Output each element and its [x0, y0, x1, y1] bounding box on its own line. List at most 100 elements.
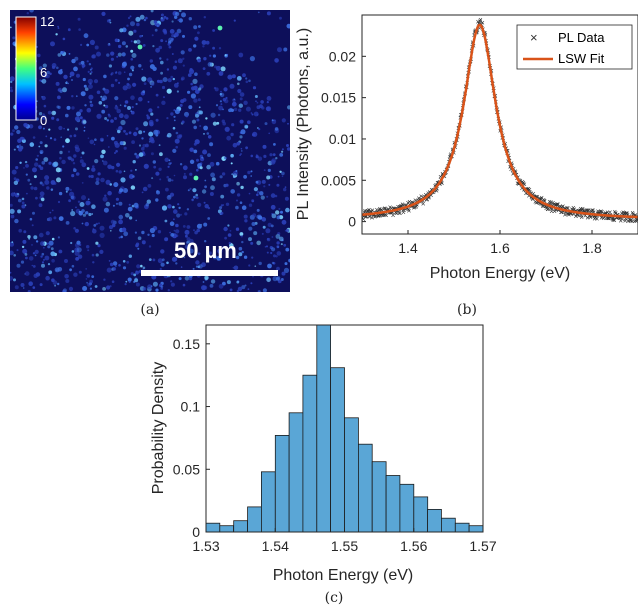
- pl-spot: [71, 95, 74, 98]
- pl-spot: [220, 211, 224, 215]
- pl-data-point: ×: [398, 202, 403, 211]
- pl-spot: [212, 121, 217, 126]
- pl-spot: [239, 232, 244, 236]
- pl-spot: [29, 10, 34, 13]
- pl-data-point: ×: [410, 202, 415, 211]
- pl-spot: [109, 21, 112, 24]
- pl-spot: [25, 173, 28, 176]
- pl-spot: [143, 82, 147, 85]
- pl-spot: [129, 15, 132, 18]
- pl-spot: [70, 195, 76, 201]
- histogram-bar: [371, 461, 387, 533]
- pl-spot: [133, 29, 137, 33]
- pl-spot: [116, 162, 121, 167]
- pl-spot: [68, 199, 71, 203]
- pl-data-point: ×: [406, 205, 411, 214]
- pl-data-point: ×: [621, 208, 626, 217]
- pl-data-point: ×: [411, 203, 416, 212]
- pl-spot: [167, 165, 170, 168]
- pl-spot: [135, 243, 139, 248]
- pl-spot: [150, 112, 154, 116]
- pl-spot: [233, 107, 238, 112]
- pl-spot: [283, 243, 287, 247]
- pl-spot: [106, 119, 110, 122]
- pl-spot: [263, 154, 267, 158]
- pl-spot: [65, 138, 70, 144]
- pl-spot: [22, 287, 25, 289]
- pl-spot: [10, 250, 14, 256]
- pl-data-point: ×: [426, 189, 431, 198]
- pl-spot: [159, 152, 163, 157]
- pl-spot: [96, 90, 101, 95]
- pl-spot: [35, 240, 39, 243]
- pl-data-point: ×: [515, 179, 520, 188]
- pl-spot: [250, 112, 253, 114]
- pl-spot: [67, 156, 71, 160]
- pl-spot: [174, 15, 178, 19]
- pl-spot: [16, 192, 20, 196]
- pl-spot: [247, 120, 251, 124]
- pl-spot: [115, 150, 118, 153]
- pl-spot: [218, 71, 224, 76]
- pl-spot: [85, 211, 89, 215]
- pl-spot: [104, 194, 107, 197]
- pl-spot: [155, 47, 161, 53]
- pl-spot: [160, 285, 164, 288]
- pl-spot: [239, 97, 243, 101]
- pl-data-point: ×: [413, 196, 418, 205]
- pl-spot: [202, 67, 206, 70]
- pl-spot: [131, 140, 136, 145]
- x-tick-label-c: 1.54: [262, 538, 289, 554]
- pl-spot: [259, 191, 264, 196]
- pl-spot: [215, 161, 220, 166]
- pl-spot: [111, 280, 115, 284]
- pl-data-point: ×: [526, 184, 531, 193]
- pl-spot: [103, 74, 107, 79]
- pl-spot: [47, 263, 51, 266]
- pl-spot: [136, 264, 141, 269]
- pl-spot: [117, 71, 122, 75]
- pl-spot: [136, 39, 141, 44]
- pl-spot: [134, 152, 137, 156]
- pl-spot: [249, 56, 255, 62]
- pl-spot: [36, 100, 38, 102]
- pl-spot: [279, 236, 284, 242]
- pl-spot: [10, 241, 15, 247]
- pl-spot: [74, 146, 77, 149]
- pl-spot: [87, 249, 90, 252]
- pl-spot: [110, 73, 113, 76]
- pl-data-point: ×: [505, 147, 510, 156]
- pl-spot: [83, 126, 86, 129]
- pl-data-point: ×: [528, 188, 533, 197]
- pl-spot: [109, 285, 112, 288]
- pl-spot: [64, 274, 69, 279]
- x-tick-label-b: 1.8: [582, 240, 602, 256]
- pl-spot: [131, 110, 135, 115]
- pl-spot: [267, 168, 271, 172]
- pl-spot: [128, 203, 131, 206]
- pl-spot: [160, 262, 165, 267]
- pl-spot: [128, 30, 134, 36]
- pl-spot: [104, 88, 110, 94]
- pl-spot: [245, 146, 249, 150]
- pl-data-point: ×: [555, 201, 560, 210]
- pl-spot: [193, 142, 197, 146]
- pl-data-point: ×: [391, 211, 396, 220]
- pl-data-point: ×: [569, 209, 574, 218]
- pl-spot: [183, 175, 187, 180]
- pl-data-point: ×: [392, 205, 397, 214]
- pl-spot: [94, 45, 99, 50]
- pl-spot: [105, 179, 111, 185]
- pl-spot: [216, 121, 220, 125]
- pl-spot: [182, 64, 185, 67]
- pl-spot: [139, 14, 145, 20]
- pl-spot: [75, 127, 78, 131]
- pl-spot: [279, 170, 282, 173]
- pl-spot: [193, 149, 198, 154]
- pl-spot: [204, 204, 209, 209]
- caption-a: (a): [140, 302, 159, 318]
- pl-spot: [255, 100, 257, 102]
- pl-spot: [118, 126, 123, 131]
- pl-spot: [44, 255, 50, 261]
- pl-spot: [120, 119, 126, 126]
